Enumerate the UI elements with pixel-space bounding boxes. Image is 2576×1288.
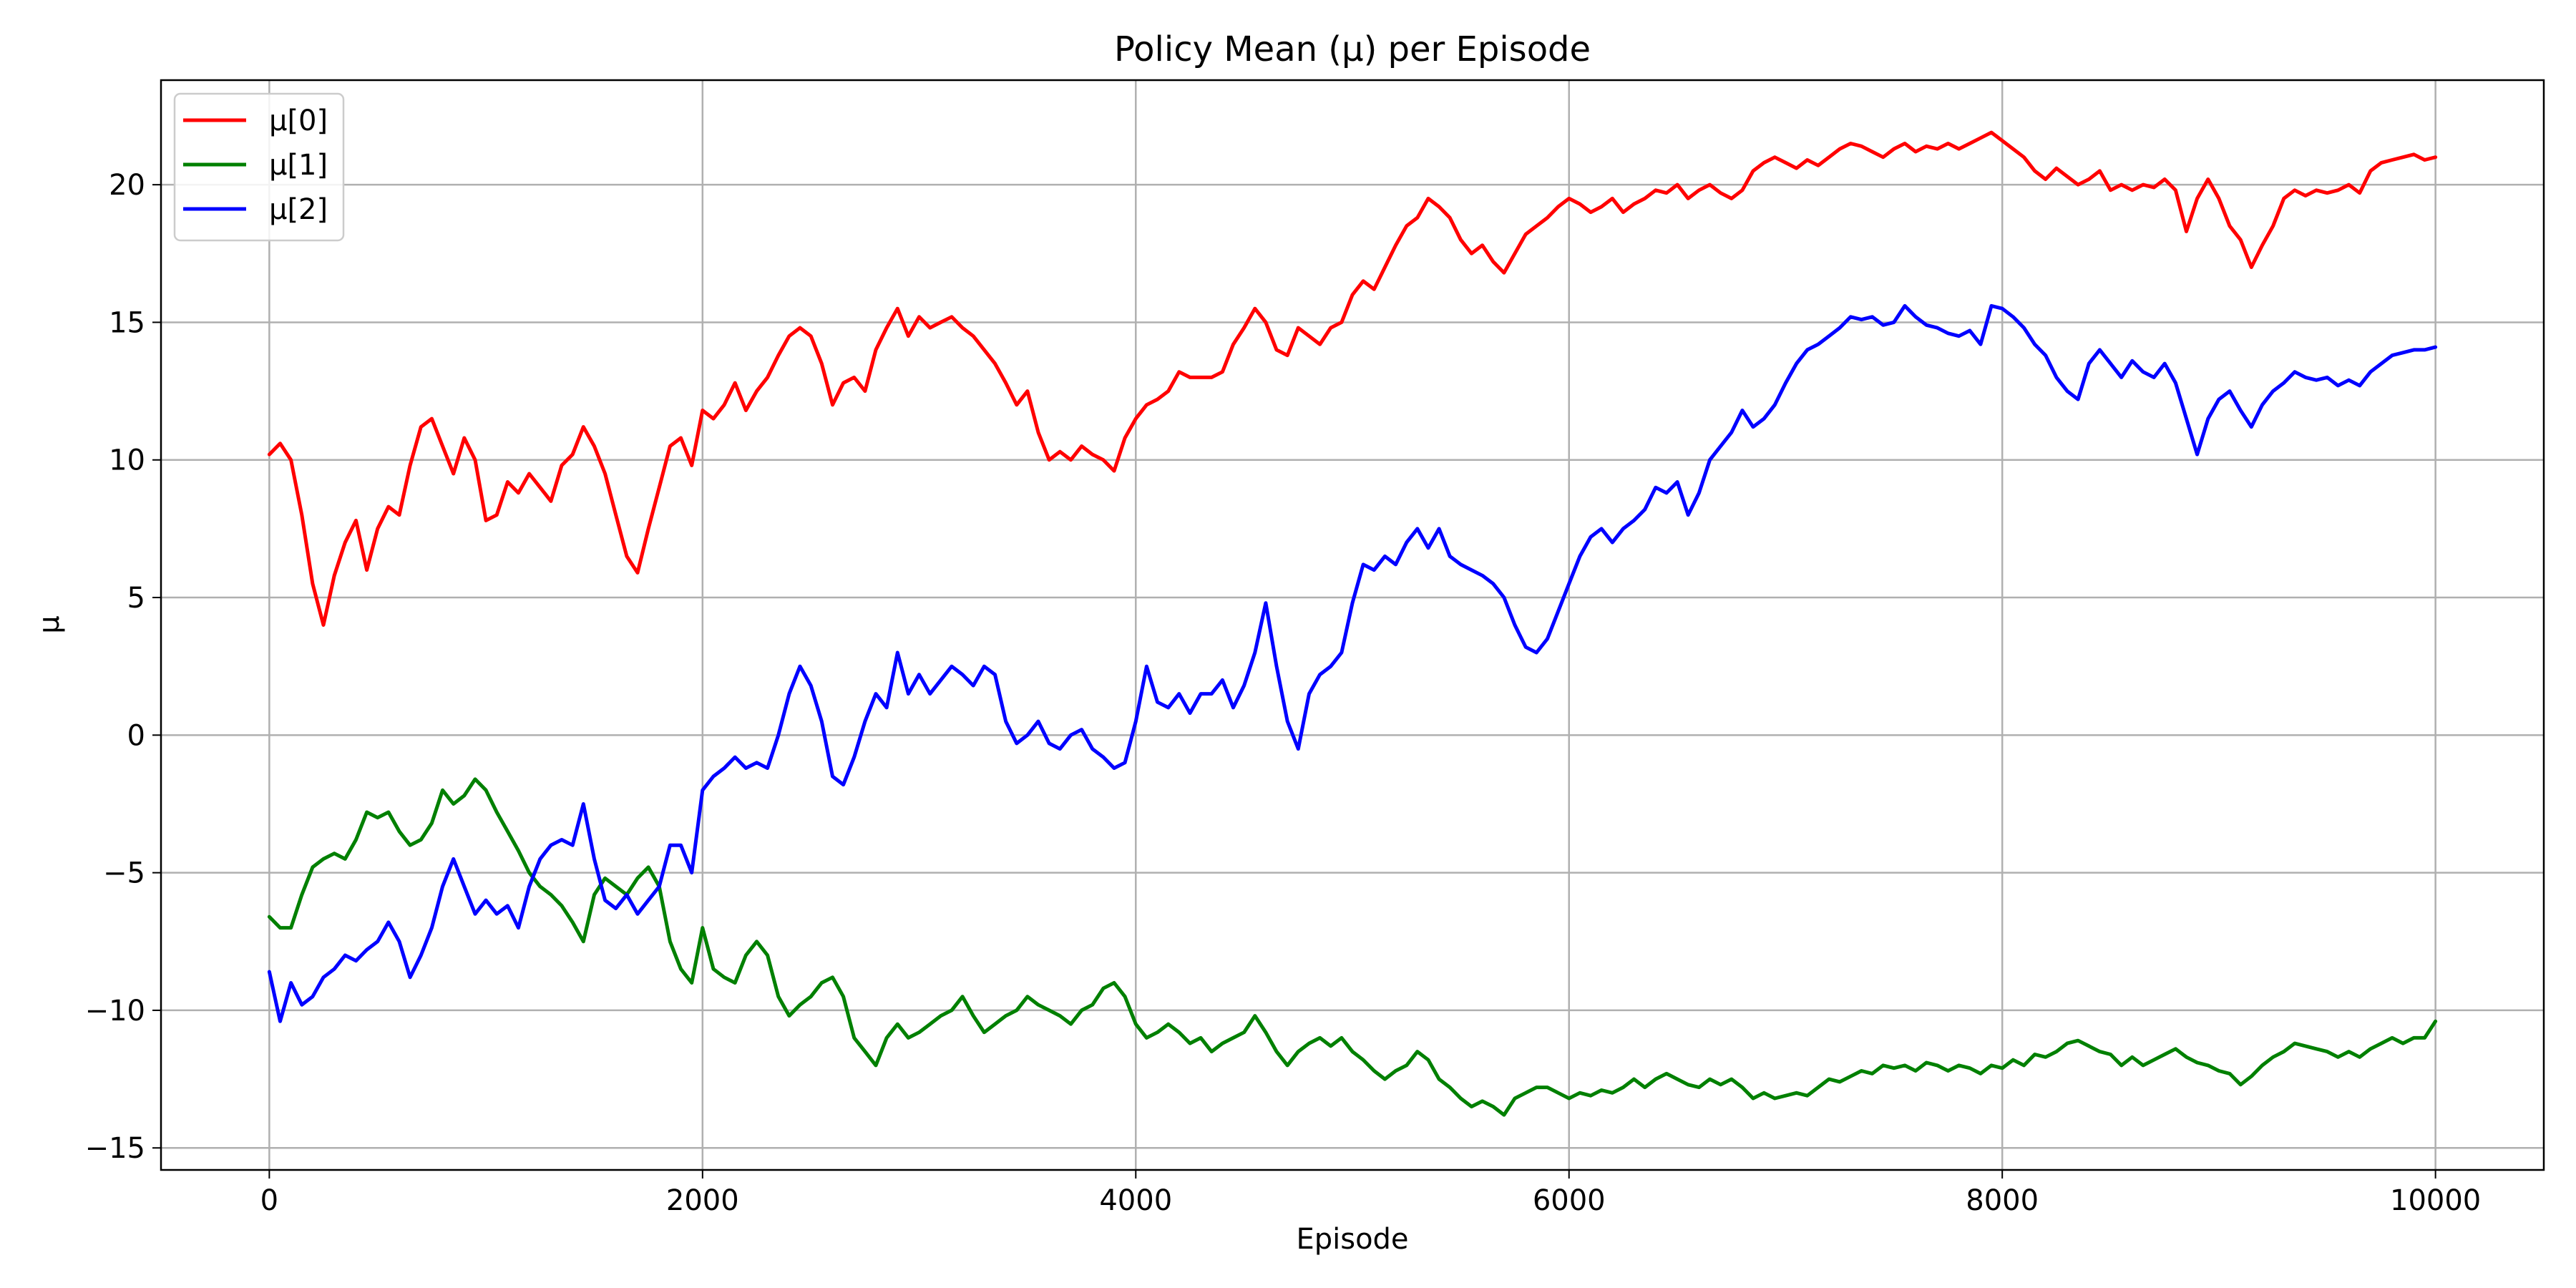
- x-axis-ticks: 0 2000 4000 6000 8000 10000: [260, 1170, 2481, 1217]
- x-tick-label: 8000: [1966, 1184, 2039, 1217]
- x-tick-label: 0: [260, 1184, 278, 1217]
- x-tick-label: 10000: [2390, 1184, 2481, 1217]
- chart-title: Policy Mean (μ) per Episode: [1114, 29, 1591, 69]
- y-tick-label: 0: [127, 719, 145, 752]
- y-tick-label: 20: [109, 169, 145, 202]
- y-tick-label: −10: [85, 995, 145, 1028]
- x-tick-label: 2000: [666, 1184, 739, 1217]
- legend-box: [173, 92, 345, 242]
- legend-label-0: μ[0]: [269, 104, 328, 137]
- y-tick-label: −5: [103, 857, 145, 890]
- x-tick-label: 4000: [1099, 1184, 1172, 1217]
- y-tick-label: −15: [85, 1132, 145, 1165]
- series-line-2: [267, 303, 2438, 1023]
- series-line-0: [267, 130, 2438, 627]
- series-lines: [267, 130, 2438, 1117]
- y-axis-label: μ: [33, 615, 66, 633]
- legend-label-2: μ[2]: [269, 193, 328, 226]
- x-axis-label: Episode: [1296, 1223, 1408, 1256]
- series-line-1: [267, 777, 2438, 1117]
- legend-label-1: μ[1]: [269, 149, 328, 182]
- legend-entries: μ[0] μ[1] μ[2]: [183, 104, 328, 226]
- plot-frame: [160, 79, 2545, 1171]
- y-tick-label: 15: [109, 306, 145, 339]
- y-tick-label: 10: [109, 444, 145, 477]
- legend: μ[0] μ[1] μ[2]: [173, 92, 345, 242]
- y-axis-ticks: −15 −10 −5 0 5 10 15 20: [85, 169, 161, 1165]
- y-tick-label: 5: [127, 582, 145, 615]
- x-tick-label: 6000: [1533, 1184, 1606, 1217]
